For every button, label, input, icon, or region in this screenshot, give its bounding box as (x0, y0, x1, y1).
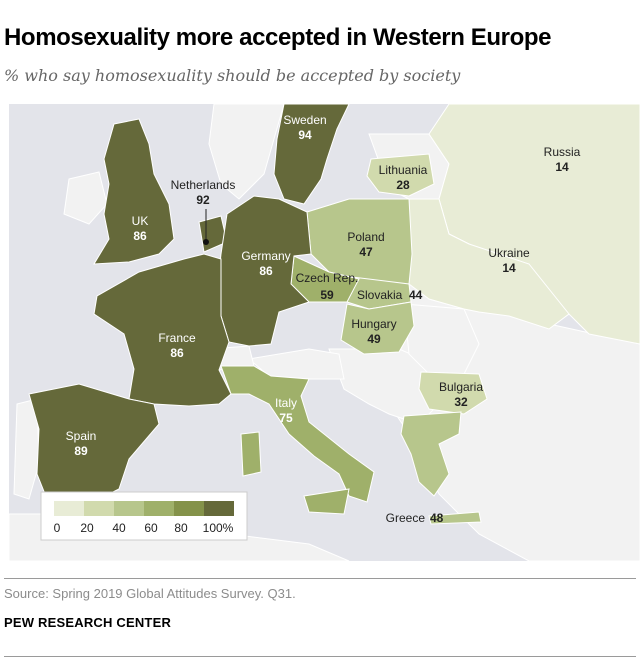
value-germany: 86 (259, 264, 273, 278)
label-slovakia: Slovakia (357, 288, 403, 302)
label-bulgaria: Bulgaria (439, 380, 483, 394)
country-bulgaria (418, 371, 488, 415)
country-italy (220, 365, 375, 503)
legend-swatch-4 (174, 501, 204, 516)
country-uk (93, 118, 175, 265)
legend-swatch-2 (114, 501, 144, 516)
country-lithuania (366, 153, 435, 197)
divider-bottom (4, 656, 636, 657)
country-italy-sicily (303, 488, 350, 515)
country-spain (28, 383, 160, 505)
chart-subtitle: % who say homosexuality should be accept… (4, 66, 461, 85)
label-germany: Germany (241, 249, 290, 263)
value-poland: 47 (359, 245, 373, 259)
brand-name: PEW RESEARCH CENTER (4, 615, 172, 630)
map-canvas: Sweden 94 Netherlands 92 UK 86 Germany 8… (9, 104, 640, 561)
country-italy-sardinia (240, 431, 262, 477)
label-france: France (158, 331, 196, 345)
value-netherlands: 92 (196, 193, 210, 207)
label-spain: Spain (66, 429, 97, 443)
label-sweden: Sweden (283, 113, 326, 127)
country-greece-crete (428, 511, 482, 525)
value-lithuania: 28 (396, 178, 410, 192)
country-greece (400, 411, 462, 497)
country-sweden (273, 104, 350, 205)
label-lithuania: Lithuania (379, 163, 428, 177)
label-uk: UK (132, 214, 149, 228)
label-netherlands: Netherlands (171, 178, 236, 192)
region-no-data-ireland (63, 171, 108, 225)
label-greece: Greece (386, 511, 426, 525)
source-note: Source: Spring 2019 Global Attitudes Sur… (4, 586, 296, 601)
country-france (93, 253, 232, 407)
legend-tick-4: 80 (174, 521, 188, 535)
legend-swatch-1 (84, 501, 114, 516)
chart-title: Homosexuality more accepted in Western E… (4, 24, 552, 51)
legend-tick-1: 20 (80, 521, 94, 535)
netherlands-marker (203, 239, 209, 245)
legend-swatch-3 (144, 501, 174, 516)
label-russia: Russia (544, 145, 581, 159)
value-greece: 48 (430, 511, 444, 525)
europe-map: Sweden 94 Netherlands 92 UK 86 Germany 8… (9, 104, 640, 561)
legend-swatch-0 (54, 501, 84, 516)
label-hungary: Hungary (351, 317, 396, 331)
value-spain: 89 (74, 444, 88, 458)
value-italy: 75 (279, 411, 293, 425)
legend-tick-3: 60 (144, 521, 158, 535)
legend: 0 20 40 60 80 100% (40, 491, 248, 541)
legend-tick-5: 100% (203, 521, 234, 535)
country-ukraine (403, 198, 570, 330)
value-ukraine: 14 (502, 261, 516, 275)
legend-tick-2: 40 (112, 521, 126, 535)
value-uk: 86 (133, 229, 147, 243)
value-slovakia: 44 (409, 288, 423, 302)
value-france: 86 (170, 346, 184, 360)
label-ukraine: Ukraine (488, 246, 530, 260)
label-italy: Italy (275, 396, 297, 410)
legend-swatch-5 (204, 501, 234, 516)
value-czech-rep: 59 (320, 288, 334, 302)
value-bulgaria: 32 (454, 395, 468, 409)
value-russia: 14 (555, 160, 569, 174)
value-sweden: 94 (298, 128, 312, 142)
country-hungary (340, 301, 415, 355)
label-czech-rep: Czech Rep. (296, 271, 359, 285)
value-hungary: 49 (367, 332, 381, 346)
label-poland: Poland (347, 230, 384, 244)
legend-tick-0: 0 (54, 521, 61, 535)
divider-top (4, 578, 636, 579)
